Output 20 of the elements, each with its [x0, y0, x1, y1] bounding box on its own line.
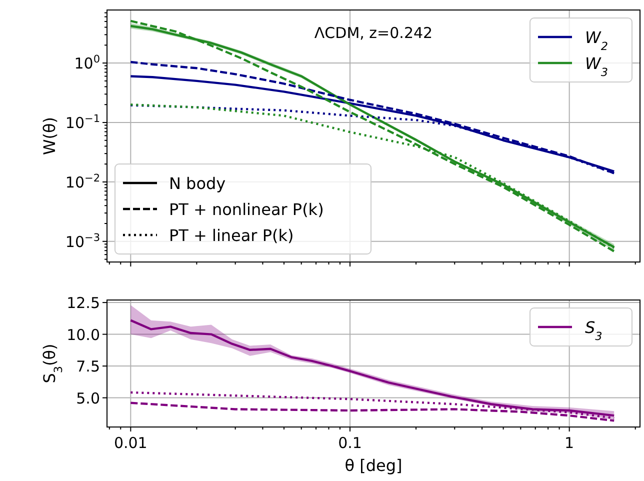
x-axis-title: θ [deg]	[344, 456, 402, 475]
y-tick-label: 10$^{−3}$	[65, 232, 100, 251]
y-tick-label: 5.0	[76, 389, 100, 408]
y-tick-label: 7.5	[76, 358, 100, 376]
y-tick-label: 12.5	[66, 294, 100, 312]
y-tick-label: 10.0	[66, 326, 100, 344]
y-axis-title: W(θ)	[40, 116, 59, 156]
legend-label: W$_{2}$	[585, 28, 608, 52]
x-tick-label: 0.1	[338, 434, 362, 452]
y-tick-label: 10$^{−2}$	[65, 172, 100, 192]
annotation: PT + nonlinear P(k)	[169, 200, 324, 219]
legend-label: S$_{3}$	[585, 318, 602, 342]
annotation: N body	[169, 174, 226, 193]
y-tick-label: 10$^{−1}$	[65, 112, 100, 132]
y-tick-label: 10$^{0}$	[74, 54, 100, 73]
annotation: ΛCDM, z=0.242	[314, 24, 433, 42]
x-tick-label: 1	[564, 434, 574, 452]
legend-label: W$_{3}$	[585, 54, 608, 78]
annotation: PT + linear P(k)	[169, 226, 294, 245]
x-tick-label: 0.01	[114, 434, 148, 452]
